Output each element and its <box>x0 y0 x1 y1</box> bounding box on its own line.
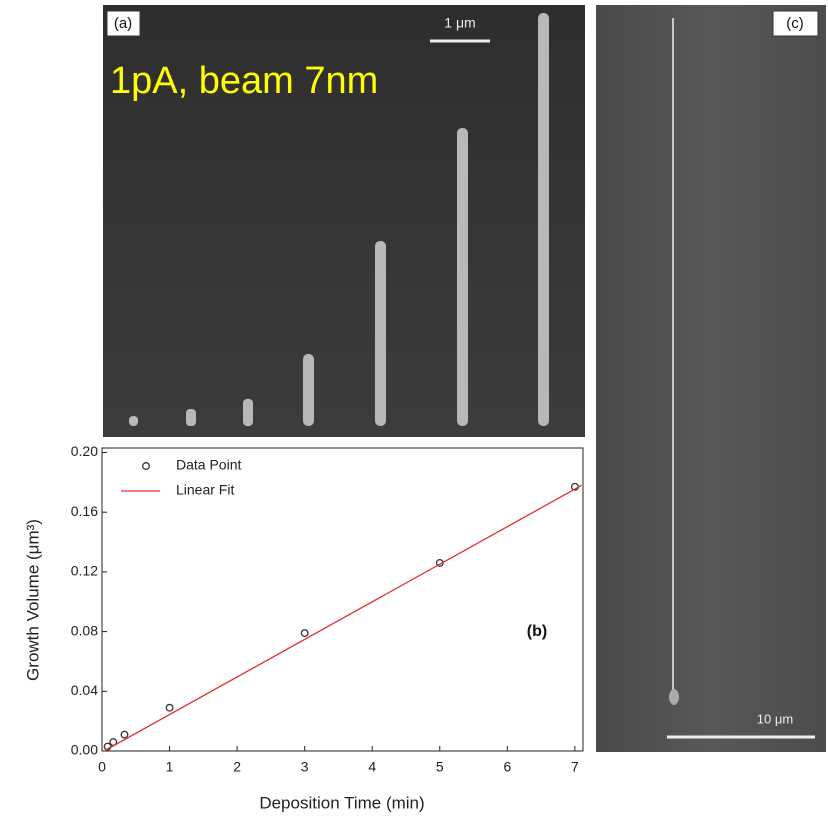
nanowire-base <box>669 689 679 705</box>
data-point <box>120 730 129 739</box>
y-tick-label: 0.16 <box>71 503 98 519</box>
y-axis-label: Growth Volume (μm³) <box>23 519 42 681</box>
x-tick-label: 6 <box>503 759 511 775</box>
chart-annotation: (b) <box>527 623 547 640</box>
x-tick-label: 4 <box>368 759 376 775</box>
data-point <box>165 703 174 712</box>
panel-label: (c) <box>786 15 804 32</box>
sem-image-a <box>103 5 585 437</box>
x-axis-label: Deposition Time (min) <box>259 793 424 812</box>
legend-label: Linear Fit <box>176 482 234 498</box>
y-tick-label: 0.00 <box>71 742 98 758</box>
panel-label: (a) <box>114 15 132 32</box>
y-tick-label: 0.12 <box>71 563 98 579</box>
y-tick-label: 0.04 <box>71 682 98 698</box>
x-tick-label: 2 <box>233 759 241 775</box>
annotation: 1pA, beam 7nm <box>110 60 378 102</box>
x-tick-label: 7 <box>571 759 579 775</box>
y-tick-label: 0.08 <box>71 622 98 638</box>
legend-label: Data Point <box>176 457 241 473</box>
fit-line <box>105 484 582 751</box>
x-tick-label: 3 <box>301 759 309 775</box>
y-tick-label: 0.20 <box>71 443 98 459</box>
label-box <box>106 10 141 37</box>
pillars <box>129 13 549 426</box>
label-box <box>772 10 819 37</box>
data-point <box>300 629 309 638</box>
x-tick-label: 0 <box>98 759 106 775</box>
plot-frame <box>101 447 584 752</box>
x-tick-label: 1 <box>166 759 174 775</box>
x-tick-label: 5 <box>436 759 444 775</box>
scale-label: 10 μm <box>757 711 793 726</box>
sem-image-c <box>596 5 826 752</box>
scale-label: 1 μm <box>444 15 475 31</box>
legend-swatch <box>142 462 150 470</box>
